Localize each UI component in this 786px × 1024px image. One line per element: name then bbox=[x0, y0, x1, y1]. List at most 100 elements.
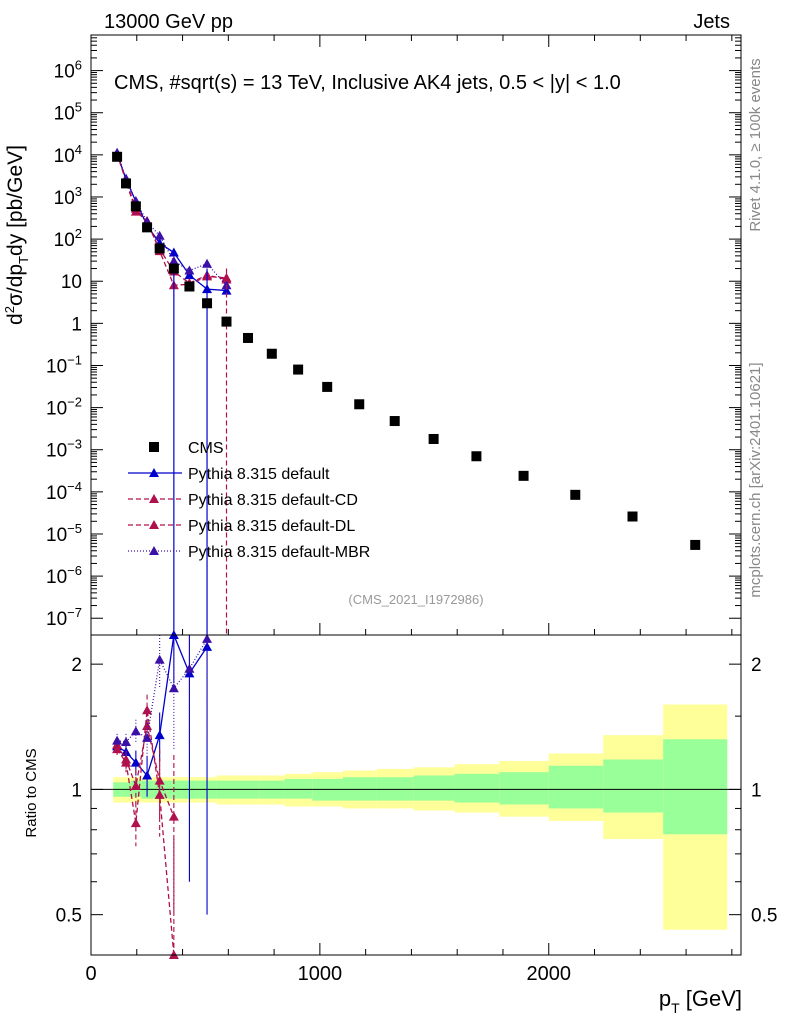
cms-data-point bbox=[518, 470, 529, 481]
cms-data-point bbox=[154, 243, 165, 254]
cms-data-point bbox=[243, 332, 254, 343]
y-tick-label: 10−6 bbox=[46, 563, 82, 588]
series-marker bbox=[154, 230, 165, 240]
y-tick-label: 10 bbox=[61, 272, 82, 293]
legend-label: Pythia 8.315 default bbox=[188, 466, 330, 483]
cms-data-point bbox=[293, 364, 304, 375]
y-axis-label: d2σ/dpTdy [pb/GeV] bbox=[2, 145, 31, 325]
ratio-band-inner bbox=[454, 773, 500, 803]
header-left: 13000 GeV pp bbox=[104, 11, 233, 33]
cms-data-point bbox=[354, 399, 365, 410]
ratio-series-marker bbox=[142, 705, 153, 715]
series-marker bbox=[168, 247, 179, 257]
legend-marker bbox=[149, 468, 159, 477]
ratio-series-marker bbox=[142, 721, 153, 731]
ratio-series-marker bbox=[130, 726, 141, 736]
cms-data-point bbox=[142, 222, 153, 233]
ratio-band-inner bbox=[284, 778, 313, 799]
ratio-tick-label: 2 bbox=[71, 655, 82, 676]
y-tick-label: 104 bbox=[54, 142, 82, 167]
cms-data-point bbox=[690, 539, 701, 550]
ratio-series-marker bbox=[130, 780, 141, 790]
cms-data-point bbox=[266, 348, 277, 359]
ratio-bands bbox=[113, 704, 728, 930]
watermark: (CMS_2021_I1972986) bbox=[348, 592, 483, 607]
y-tick-label: 10−5 bbox=[46, 521, 82, 546]
legend: CMS Pythia 8.315 default Pythia 8.315 defa… bbox=[128, 440, 370, 561]
y-tick-label: 10−1 bbox=[46, 352, 82, 377]
ratio-tick-label: 1 bbox=[71, 780, 82, 801]
cms-data-point bbox=[428, 433, 439, 444]
ratio-tick-label-right: 0.5 bbox=[751, 906, 777, 927]
cms-data-point bbox=[570, 489, 581, 500]
legend-marker bbox=[149, 494, 159, 503]
y-tick-label: 10−7 bbox=[46, 605, 82, 630]
ratio-band-inner bbox=[342, 777, 377, 801]
ratio-tick-label-right: 2 bbox=[751, 655, 762, 676]
legend-label: Pythia 8.315 default-CD bbox=[188, 492, 358, 509]
ratio-series-marker bbox=[168, 683, 179, 693]
legend-label: Pythia 8.315 default-MBR bbox=[188, 544, 370, 561]
ratio-series-line bbox=[116, 632, 208, 777]
legend-marker bbox=[149, 546, 159, 555]
ratio-y-axis-label: Ratio to CMS bbox=[23, 748, 40, 837]
ratio-band-inner bbox=[603, 759, 664, 813]
y-tick-label: 10−4 bbox=[46, 479, 82, 504]
ratio-panel-frame bbox=[90, 634, 742, 956]
x-tick-label: 2000 bbox=[526, 963, 571, 985]
ratio-band-inner bbox=[376, 777, 414, 801]
ratio-series-marker bbox=[168, 811, 179, 821]
series-marker bbox=[184, 270, 195, 280]
axis-ticks: 0 1000 200010610510410310210110−110−210−31… bbox=[46, 34, 777, 985]
cms-data-point bbox=[322, 381, 333, 392]
y-tick-label: 102 bbox=[54, 226, 82, 251]
cms-data-point bbox=[221, 316, 232, 327]
ratio-series-line bbox=[116, 638, 208, 743]
header-right: Jets bbox=[693, 11, 730, 33]
ratio-series-marker bbox=[202, 633, 213, 643]
y-tick-label: 105 bbox=[54, 100, 82, 125]
x-axis-label: pT [GeV] bbox=[659, 986, 742, 1016]
legend-marker-cms bbox=[149, 442, 159, 452]
x-tick-label: 1000 bbox=[298, 963, 343, 985]
ratio-series-marker bbox=[121, 754, 132, 764]
legend-label-cms: CMS bbox=[188, 440, 224, 457]
series-marker bbox=[184, 265, 195, 275]
ratio-band-inner bbox=[499, 772, 549, 805]
cms-data-point bbox=[168, 263, 179, 274]
series-marker bbox=[168, 256, 179, 266]
ratio-series-marker bbox=[184, 668, 195, 678]
ratio-series-marker bbox=[154, 654, 165, 664]
ratio-series-marker bbox=[154, 730, 165, 740]
cms-points bbox=[112, 151, 701, 550]
ratio-series-marker bbox=[154, 775, 165, 785]
cms-data-point bbox=[627, 511, 638, 522]
cms-data-point bbox=[121, 178, 132, 189]
ratio-series-marker bbox=[202, 641, 213, 651]
ratio-series-marker bbox=[112, 735, 123, 745]
y-tick-label: 1 bbox=[71, 314, 82, 335]
ratio-tick-label: 0.5 bbox=[56, 906, 82, 927]
cms-data-point bbox=[130, 201, 141, 212]
cms-data-point bbox=[389, 416, 400, 427]
ratio-band-inner bbox=[548, 765, 604, 809]
series-line bbox=[116, 152, 227, 286]
series-marker bbox=[202, 258, 213, 268]
ratio-series-marker bbox=[184, 663, 195, 673]
y-tick-label: 10−2 bbox=[46, 395, 82, 420]
plot-title: CMS, #sqrt(s) = 13 TeV, Inclusive AK4 je… bbox=[114, 72, 621, 94]
ratio-series-line bbox=[116, 725, 175, 817]
ratio-tick-label-right: 1 bbox=[751, 780, 762, 801]
legend-marker bbox=[149, 520, 159, 529]
ratio-series-marker bbox=[130, 818, 141, 828]
series-layer bbox=[112, 147, 232, 635]
source-label: mcplots.cern.ch [arXiv:2401.10621] bbox=[747, 362, 764, 597]
y-tick-label: 106 bbox=[54, 58, 82, 83]
ratio-band-inner bbox=[663, 739, 728, 835]
cms-data-point bbox=[112, 151, 123, 162]
x-tick-label: 0 bbox=[85, 963, 96, 985]
ratio-series-layer bbox=[112, 630, 213, 959]
ratio-band-inner bbox=[413, 775, 455, 801]
y-tick-label: 10−3 bbox=[46, 437, 82, 462]
